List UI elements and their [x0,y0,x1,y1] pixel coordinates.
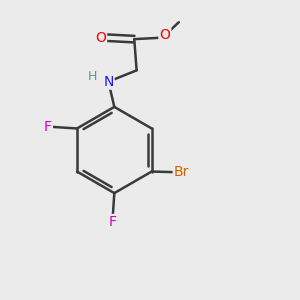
Text: O: O [159,28,170,42]
Text: H: H [88,70,98,83]
Text: F: F [109,215,117,229]
Text: F: F [44,120,52,134]
Text: Br: Br [174,165,189,179]
Text: O: O [95,31,106,45]
Text: N: N [103,75,114,88]
